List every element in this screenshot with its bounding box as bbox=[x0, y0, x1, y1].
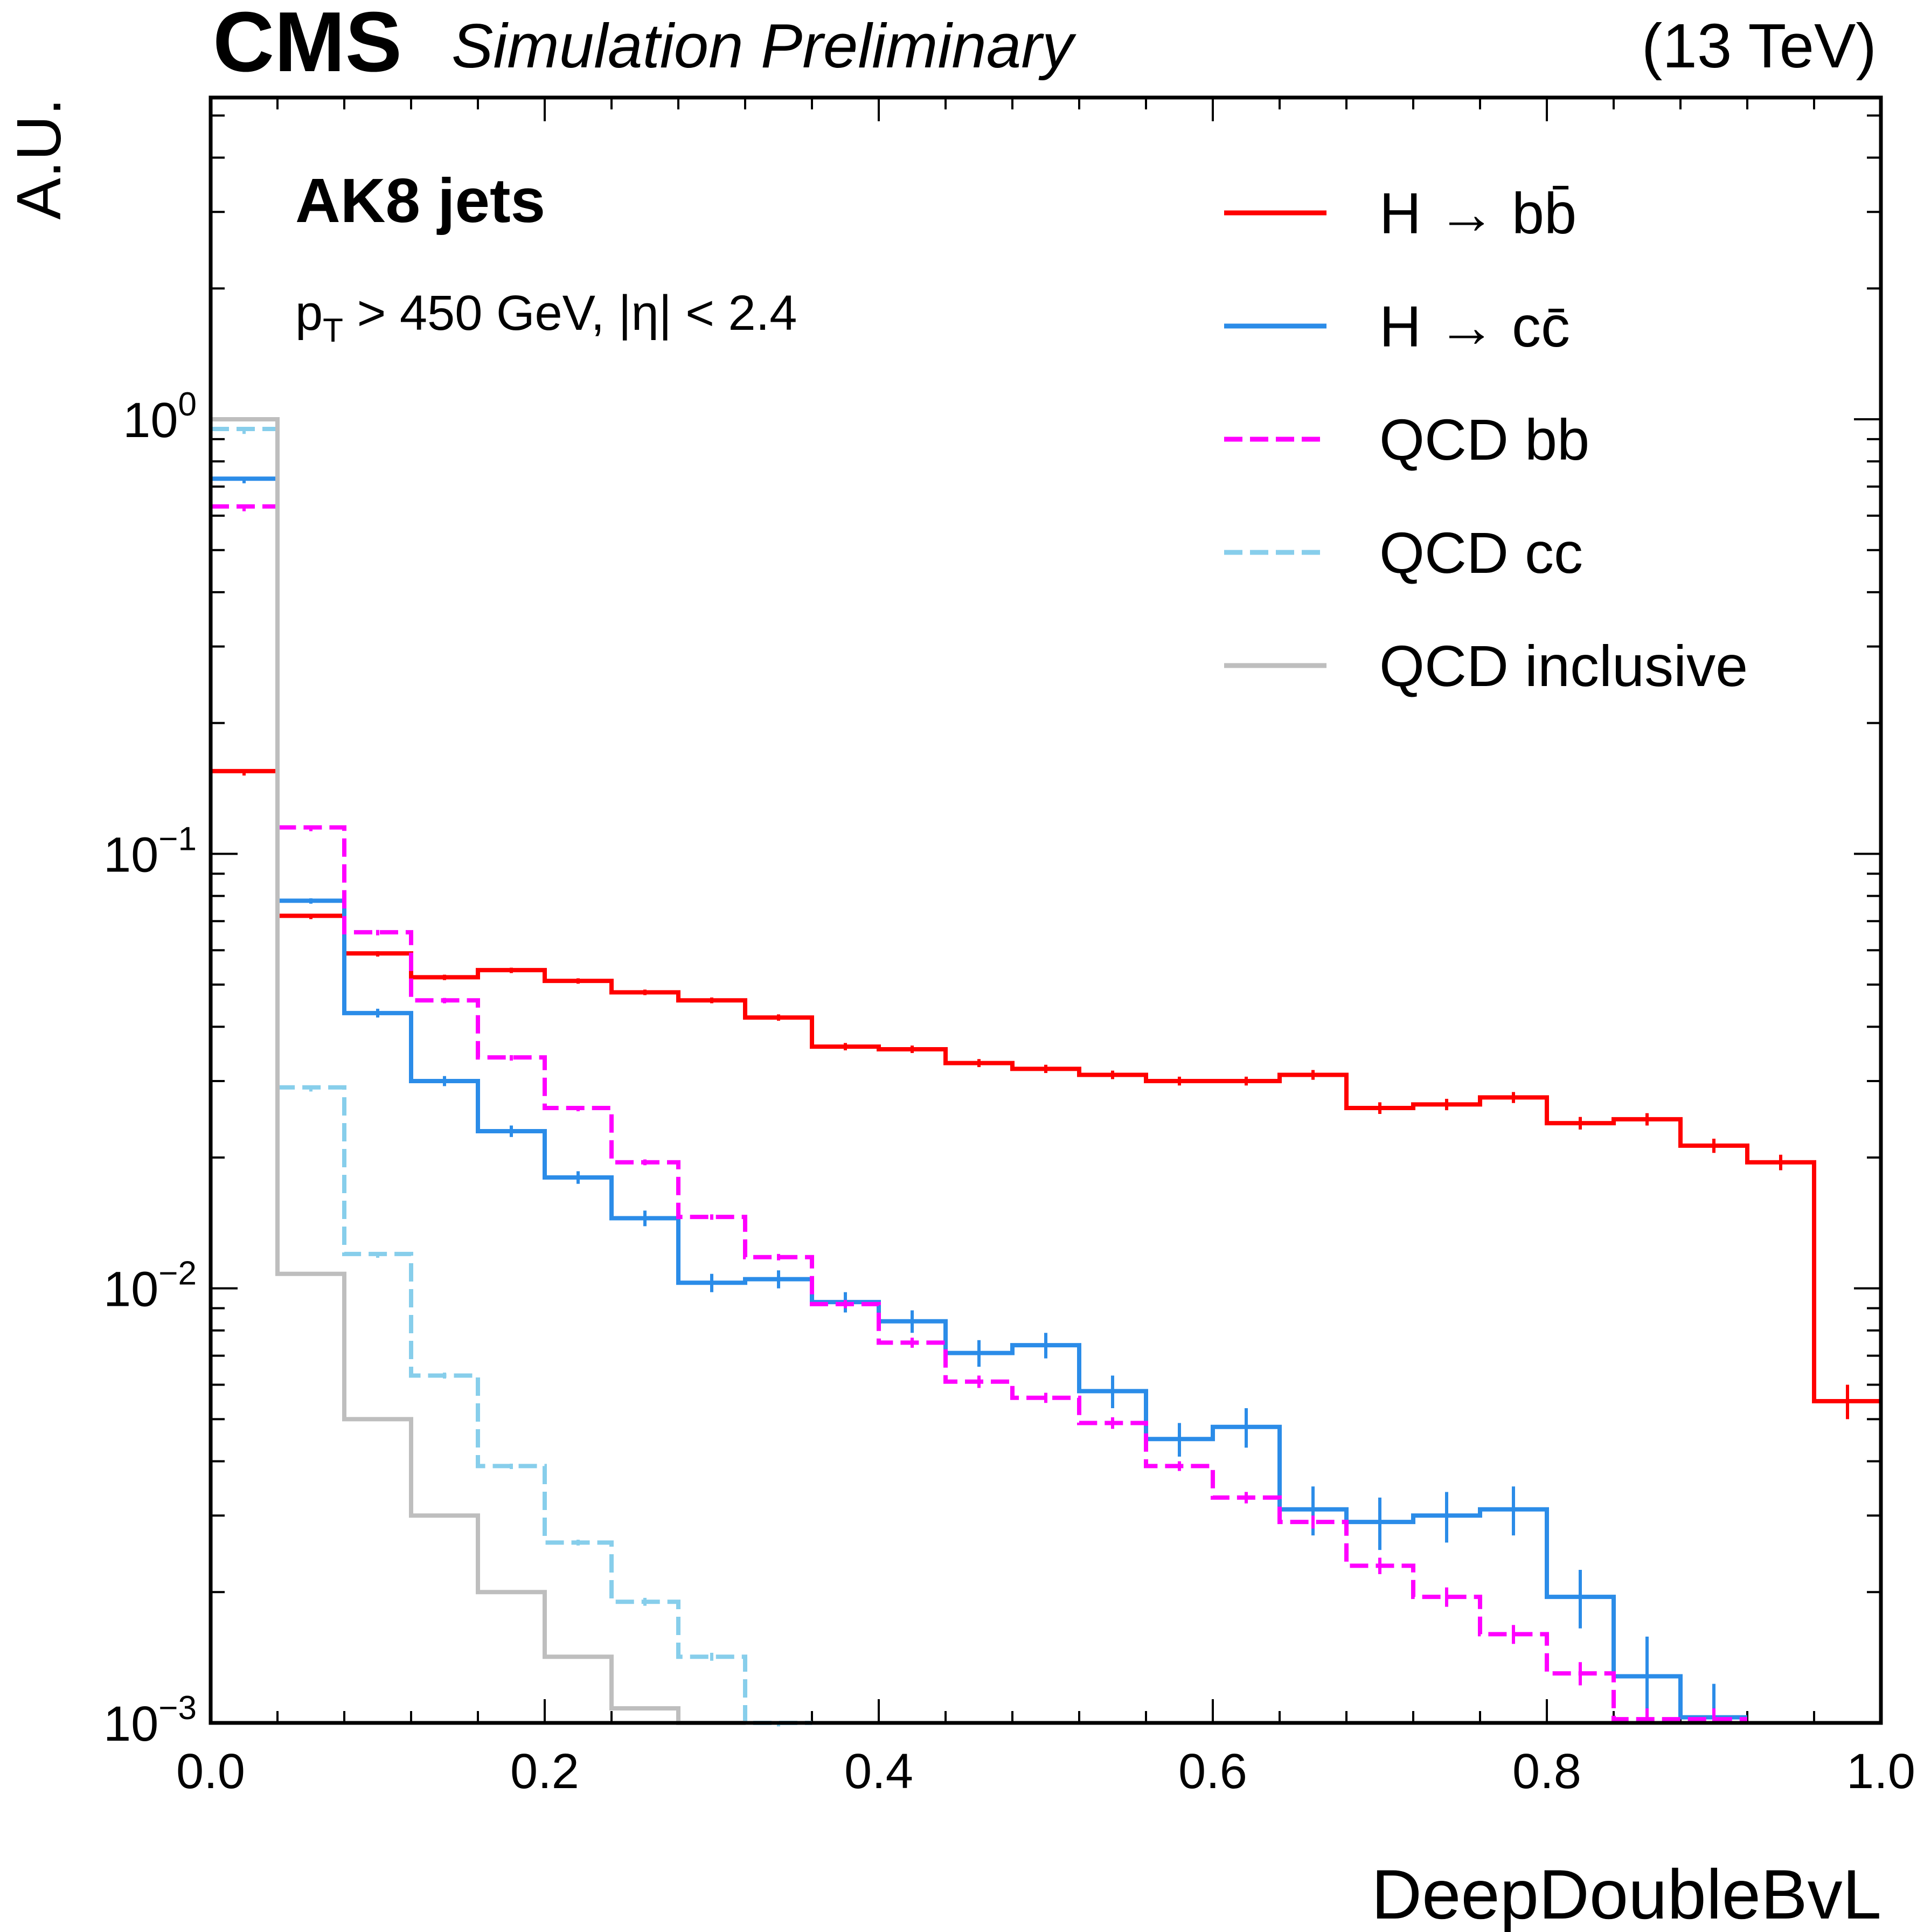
annotations: AK8 jets pT > 450 GeV, |η| < 2.4 bbox=[295, 165, 797, 349]
series-line bbox=[211, 417, 745, 1725]
experiment-label: CMS bbox=[213, 0, 402, 89]
y-tick-label: 10−3 bbox=[103, 1689, 197, 1751]
x-tick-label: 0.0 bbox=[176, 1744, 245, 1799]
y-tick-exponent: −3 bbox=[158, 1689, 197, 1727]
energy-label: (13 TeV) bbox=[1642, 11, 1877, 81]
y-tick-base: 10 bbox=[123, 393, 178, 448]
y-tick-base: 10 bbox=[103, 1696, 158, 1751]
x-tick-label: 0.4 bbox=[844, 1744, 913, 1799]
jets-annotation: AK8 jets bbox=[295, 165, 545, 236]
legend-label: QCD bb bbox=[1379, 407, 1589, 472]
series-1 bbox=[211, 476, 1747, 1723]
y-tick-label: 10−1 bbox=[103, 820, 197, 882]
series-line bbox=[211, 426, 812, 1725]
series-0 bbox=[211, 768, 1881, 1419]
y-tick-base: 10 bbox=[103, 827, 158, 882]
header: CMS Simulation Preliminary (13 TeV) bbox=[213, 0, 1877, 89]
status-label: Simulation Preliminary bbox=[452, 11, 1076, 81]
plot-frame bbox=[209, 95, 1883, 1725]
legend-label: QCD cc bbox=[1379, 520, 1583, 585]
x-axis-label: DeepDoubleBvL bbox=[1371, 1855, 1881, 1932]
x-tick-label: 0.6 bbox=[1178, 1744, 1247, 1799]
y-tick-exponent: 0 bbox=[178, 386, 197, 423]
legend: H → bb̄ H → cc̄ QCD bb QCD cc QCD inclusive bbox=[1224, 181, 1748, 698]
series-line bbox=[211, 504, 1747, 1722]
y-tick-label: 10−2 bbox=[103, 1255, 197, 1317]
series-3 bbox=[211, 426, 812, 1727]
y-tick-label: 100 bbox=[123, 386, 197, 448]
series-4 bbox=[211, 417, 745, 1725]
series-line bbox=[211, 768, 1881, 1404]
plot-series bbox=[211, 417, 1881, 1727]
x-tick-label: 0.8 bbox=[1512, 1744, 1581, 1799]
selection-rest: > 450 GeV, |η| < 2.4 bbox=[343, 286, 797, 341]
legend-label: QCD inclusive bbox=[1379, 633, 1748, 698]
axis-ticks bbox=[210, 98, 1882, 1724]
selection-pt-subscript: T bbox=[323, 312, 343, 349]
x-tick-label: 0.2 bbox=[510, 1744, 579, 1799]
selection-pt: p bbox=[295, 286, 323, 341]
y-tick-exponent: −1 bbox=[158, 820, 197, 857]
legend-label: H → cc̄ bbox=[1379, 294, 1570, 359]
x-tick-label: 1.0 bbox=[1846, 1744, 1915, 1799]
selection-annotation: pT > 450 GeV, |η| < 2.4 bbox=[295, 286, 797, 349]
y-tick-exponent: −2 bbox=[158, 1255, 197, 1292]
series-2 bbox=[211, 504, 1747, 1723]
y-axis-label: A.U. bbox=[4, 98, 74, 220]
legend-label: H → bb̄ bbox=[1379, 181, 1576, 246]
y-tick-base: 10 bbox=[103, 1262, 158, 1317]
